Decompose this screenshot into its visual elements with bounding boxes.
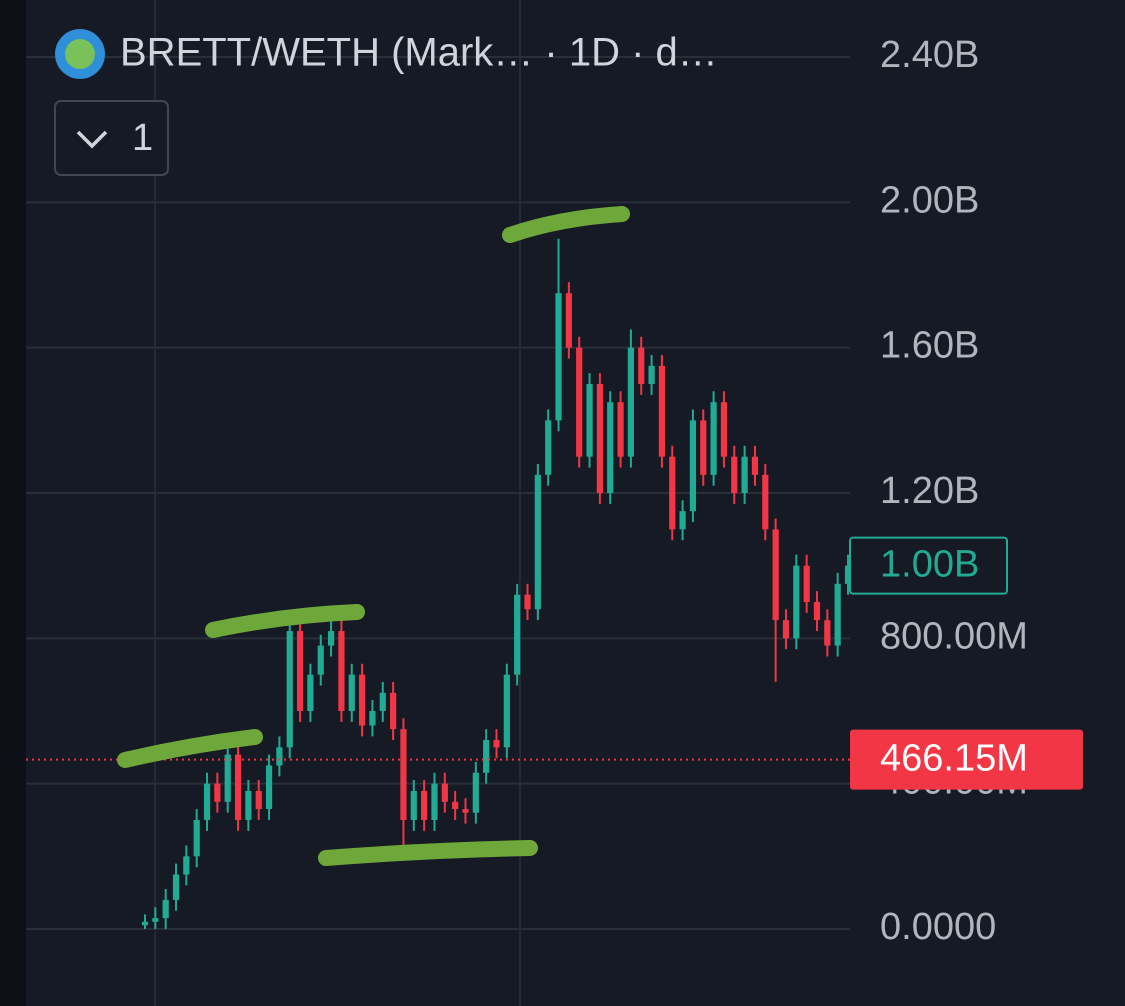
candle-body: [234, 754, 242, 820]
candle-body: [327, 631, 335, 646]
y-tick-label: 1.60B: [880, 325, 979, 367]
annotation-stroke: [318, 840, 538, 866]
candle-body: [824, 620, 831, 646]
candle-body: [338, 631, 345, 711]
y-tick-label: 1.20B: [880, 470, 979, 512]
candle-body: [576, 347, 583, 457]
candle-body: [255, 790, 262, 810]
candle-body: [359, 674, 366, 726]
annotation-stroke: [502, 206, 630, 243]
token-icon-face: [65, 39, 95, 69]
candle-body: [782, 620, 790, 639]
candle-body: [245, 790, 252, 820]
candle-body: [555, 293, 562, 421]
candle-body: [296, 631, 304, 711]
candle-body: [421, 790, 428, 820]
candle-body: [431, 783, 438, 820]
candle-body: [348, 674, 355, 711]
candle-body: [462, 809, 469, 813]
candle-body: [286, 631, 293, 748]
button-label[interactable]: 1: [132, 117, 153, 159]
candle-body: [545, 420, 552, 475]
candle-body: [700, 420, 707, 475]
button-frame[interactable]: [54, 100, 169, 176]
candle-body: [710, 402, 717, 475]
candle-body: [152, 918, 159, 922]
candle-body: [689, 420, 697, 512]
candle-body: [813, 602, 821, 621]
candle-body: [203, 783, 211, 820]
candle-body: [679, 511, 686, 530]
collapse-button[interactable]: 1: [54, 100, 169, 176]
candle-body: [627, 347, 634, 457]
candle-body: [441, 783, 448, 802]
candle-body: [379, 692, 386, 711]
y-tick-label: 800.00M: [880, 615, 1028, 657]
candle-body: [720, 402, 728, 457]
annotation-stroke: [205, 604, 365, 638]
y-tick-label: 0.0000: [880, 906, 996, 948]
candle-body: [648, 365, 655, 385]
candle-body: [390, 692, 397, 730]
candle-body: [317, 645, 324, 675]
annotations: [117, 206, 630, 866]
candle-body: [265, 765, 273, 810]
y-tick-label: 2.40B: [880, 34, 979, 76]
chevron-icon[interactable]: [76, 130, 108, 149]
chart-title: BRETT/WETH (Mark… · 1D · d…: [120, 31, 718, 75]
candle-body: [224, 754, 231, 802]
candle-body: [565, 293, 572, 348]
candle-body: [307, 674, 314, 711]
price-label: 466.15M: [880, 738, 1028, 780]
price-label-bg: [850, 729, 1083, 790]
candle-body: [731, 456, 738, 494]
candle-body: [803, 565, 810, 603]
candle-body: [762, 474, 769, 530]
candle-body: [617, 402, 624, 457]
legend-header: BRETT/WETH (Mark… · 1D · d…: [55, 29, 718, 79]
price-label-box: [849, 536, 1008, 595]
candle-body: [793, 565, 800, 639]
candle-body: [669, 456, 676, 530]
candle-body: [658, 365, 666, 457]
candle-body: [183, 856, 190, 875]
candle-body: [214, 783, 221, 802]
candle-body: [172, 874, 180, 900]
candle-body: [193, 819, 200, 857]
candle-body: [483, 740, 490, 773]
candle-body: [741, 456, 748, 494]
candle-body: [586, 384, 593, 457]
side-panel: [0, 0, 26, 1006]
candle-body: [400, 729, 407, 820]
candle-body: [141, 921, 149, 926]
candle-body: [607, 402, 614, 494]
candle-body: [503, 674, 510, 748]
candle-body: [844, 565, 852, 584]
candle-body: [472, 772, 479, 813]
candle-body: [751, 456, 759, 475]
candle-body: [162, 899, 169, 919]
candle-body: [276, 747, 283, 766]
price-label: 1.00B: [880, 544, 979, 586]
candle-body: [452, 801, 459, 810]
candles: [141, 238, 852, 929]
candle-body: [638, 347, 645, 385]
candle-body: [524, 594, 531, 610]
candle-body: [493, 740, 500, 748]
candle-body: [596, 384, 603, 494]
candle-body: [514, 594, 521, 675]
candle-body: [772, 529, 779, 621]
overlay: 1.00B 466.15M: [26, 536, 1083, 790]
candle-body: [834, 583, 841, 646]
annotation-stroke: [117, 729, 263, 768]
y-tick-label: 2.00B: [880, 179, 979, 221]
candle-body: [534, 474, 541, 610]
candle-body: [369, 710, 376, 726]
candle-body: [410, 790, 417, 820]
